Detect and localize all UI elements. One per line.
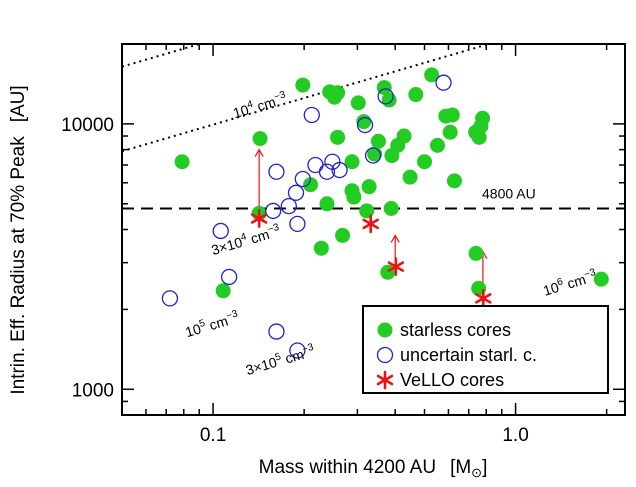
point-0-4 xyxy=(303,177,319,193)
point-0-20 xyxy=(370,133,386,149)
point-0-28 xyxy=(408,87,424,103)
point-0-42 xyxy=(593,271,609,287)
y-axis-title: Intrin. Eff. Radius at 70% Peak [AU] xyxy=(8,85,29,394)
x-tick-label-0: 0.1 xyxy=(200,425,226,446)
point-0-3 xyxy=(295,77,311,93)
point-0-30 xyxy=(424,67,440,83)
point-0-10 xyxy=(330,129,346,145)
density-label-3: 3×105 cm−3 xyxy=(244,342,317,378)
y-axis-title-text: Intrin. Eff. Radius at 70% Peak xyxy=(8,136,29,395)
point-0-26 xyxy=(396,128,412,144)
point-0-18 xyxy=(361,179,377,195)
legend-marker-0 xyxy=(377,322,393,338)
point-1-9 xyxy=(303,106,320,124)
legend-marker-2 xyxy=(376,370,394,390)
legend-box xyxy=(362,305,609,394)
x-axis-title-text: Mass within 4200 AU xyxy=(259,457,436,478)
point-1-5 xyxy=(280,197,297,215)
point-0-31 xyxy=(430,137,446,153)
y-axis-unit: [AU] xyxy=(8,85,29,122)
axis-ticks xyxy=(122,43,625,415)
point-0-27 xyxy=(402,169,418,185)
point-0-22 xyxy=(381,92,397,108)
point-2-0 xyxy=(250,209,268,228)
point-0-37 xyxy=(471,129,487,145)
point-0-11 xyxy=(335,227,351,243)
legend-label-0: starless cores xyxy=(400,320,511,340)
series-vello-cores xyxy=(250,209,492,308)
point-1-18 xyxy=(289,342,306,359)
point-1-15 xyxy=(364,147,382,164)
point-0-14 xyxy=(346,189,362,205)
point-2-1 xyxy=(362,214,379,234)
point-1-14 xyxy=(356,116,374,134)
point-1-17 xyxy=(268,323,285,340)
point-0-5 xyxy=(313,240,329,256)
point-0-29 xyxy=(417,154,433,170)
density-label-2: 105 cm−3 xyxy=(183,308,241,340)
density-label-1: 3×104 cm−3 xyxy=(209,222,282,258)
point-1-0 xyxy=(161,290,179,307)
legend-label-2: VeLLO cores xyxy=(400,370,504,390)
point-0-6 xyxy=(319,196,335,212)
density-label-4: 106 cm−3 xyxy=(541,267,599,299)
point-0-12 xyxy=(344,154,360,170)
point-0-0 xyxy=(174,154,190,170)
data-points xyxy=(161,67,609,359)
x-axis-unit: [M xyxy=(450,457,471,478)
reference-line-label: 4800 AU xyxy=(482,185,536,201)
y-tick-label-1: 10000 xyxy=(61,115,114,136)
point-0-35 xyxy=(446,173,462,189)
point-0-40 xyxy=(468,245,484,261)
x-axis-unit-sub: ⊙ xyxy=(471,465,482,480)
density-line-0 xyxy=(122,44,493,153)
x-axis-unit-close: ] xyxy=(482,457,487,478)
point-1-16 xyxy=(377,88,394,105)
point-1-4 xyxy=(268,163,285,180)
point-1-11 xyxy=(318,163,336,180)
point-0-33 xyxy=(442,124,458,140)
point-0-23 xyxy=(383,200,399,216)
point-1-2 xyxy=(220,268,238,286)
y-tick-label-0: 1000 xyxy=(72,380,114,401)
density-line-labels: 104 cm−3 3×104 cm−3 105 cm−33×105 cm−3 106 … xyxy=(183,89,599,378)
point-1-6 xyxy=(287,184,305,201)
point-1-7 xyxy=(289,215,306,233)
density-lines xyxy=(122,0,625,153)
point-2-3 xyxy=(475,289,492,308)
legend-label-1: uncertain starl. c. xyxy=(400,345,537,365)
density-line-2 xyxy=(122,0,625,11)
point-1-3 xyxy=(265,202,282,220)
point-1-10 xyxy=(307,156,324,174)
series-uncertain-starl-c- xyxy=(161,74,452,359)
point-1-8 xyxy=(294,170,311,188)
point-0-39 xyxy=(475,110,491,126)
point-0-34 xyxy=(444,107,460,123)
density-label-0: 104 cm−3 xyxy=(231,89,289,121)
x-axis-title: Mass within 4200 AU [M⊙] xyxy=(259,457,488,480)
legend-marker-1 xyxy=(376,346,394,364)
point-2-2 xyxy=(387,257,405,276)
point-0-9 xyxy=(330,85,346,101)
point-1-13 xyxy=(331,161,348,179)
point-0-2 xyxy=(252,131,268,147)
axis-tick-labels: 0.1 1.0 1000 10000 xyxy=(61,115,529,446)
point-1-19 xyxy=(435,74,452,91)
point-1-1 xyxy=(212,222,229,240)
legend: starless cores uncertain starl. c. VeLLO c… xyxy=(362,305,609,394)
point-0-15 xyxy=(350,95,366,111)
arrow-0 xyxy=(254,148,264,214)
point-0-1 xyxy=(215,283,231,299)
x-tick-label-1: 1.0 xyxy=(502,425,528,446)
density-line-1 xyxy=(122,44,204,68)
